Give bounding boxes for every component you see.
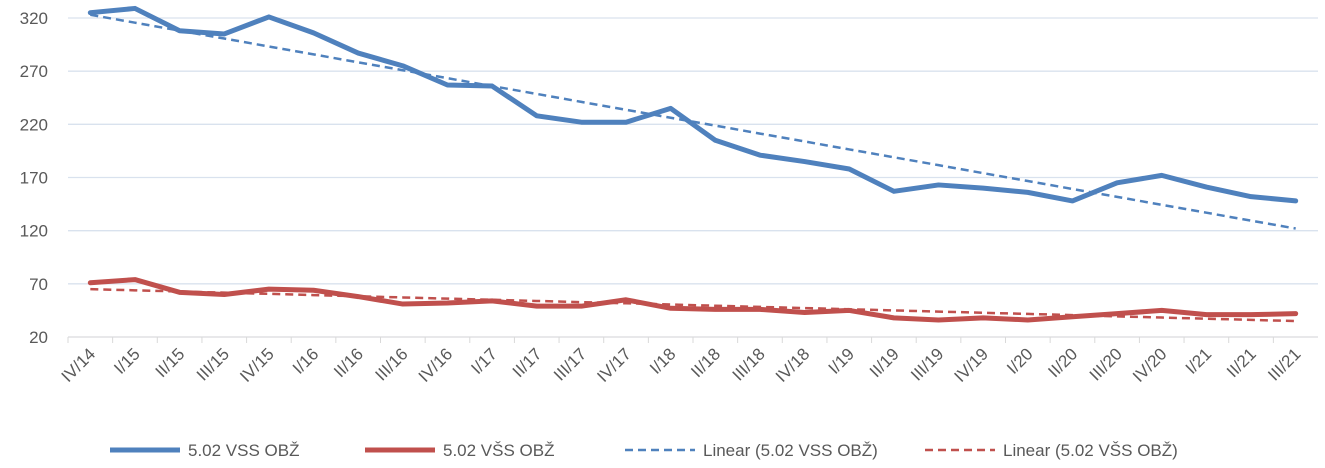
legend-label: Linear (5.02 VSS OBŽ)	[703, 441, 878, 460]
x-tick-label: III/16	[371, 344, 411, 384]
x-tick-label: II/20	[1044, 344, 1081, 381]
y-tick-label: 270	[20, 62, 48, 81]
x-tick-label: IV/15	[236, 344, 278, 386]
trend-line	[90, 13, 1296, 230]
x-tick-label: II/17	[509, 344, 546, 381]
x-tick-label: I/21	[1182, 344, 1215, 377]
x-tick-label: II/21	[1223, 344, 1260, 381]
x-tick-label: I/20	[1003, 344, 1036, 377]
series-line	[87, 277, 1299, 323]
x-tick-label: IV/16	[415, 344, 457, 386]
x-tick-label: IV/19	[950, 344, 992, 386]
x-tick-label: IV/20	[1129, 344, 1171, 386]
x-tick-label: IV/14	[58, 344, 100, 386]
y-tick-label: 120	[20, 222, 48, 241]
x-tick-label: I/15	[110, 344, 143, 377]
y-tick-label: 220	[20, 115, 48, 134]
x-tick-label: II/16	[330, 344, 367, 381]
trend-line	[90, 287, 1296, 323]
x-tick-label: I/17	[467, 344, 500, 377]
x-tick-label: I/18	[646, 344, 679, 377]
x-tick-label: II/15	[152, 344, 189, 381]
legend-label: 5.02 VŠS OBŽ	[443, 441, 555, 460]
x-tick-label: II/18	[687, 344, 724, 381]
x-tick-label: III/18	[729, 344, 769, 384]
x-tick-label: II/19	[866, 344, 903, 381]
y-tick-label: 320	[20, 9, 48, 28]
y-tick-label: 170	[20, 169, 48, 188]
x-tick-label: III/20	[1086, 344, 1126, 384]
legend-label: Linear (5.02 VŠS OBŽ)	[1003, 441, 1178, 460]
x-tick-label: III/15	[193, 344, 233, 384]
x-tick-label: III/19	[907, 344, 947, 384]
series-line	[87, 5, 1299, 204]
x-tick-label: IV/17	[593, 344, 635, 386]
x-tick-label: III/17	[550, 344, 590, 384]
x-tick-label: I/19	[825, 344, 858, 377]
y-tick-label: 20	[29, 328, 48, 347]
legend-label: 5.02 VSS OBŽ	[188, 441, 300, 460]
x-tick-label: IV/18	[772, 344, 814, 386]
x-tick-label: I/16	[289, 344, 322, 377]
y-tick-label: 70	[29, 275, 48, 294]
x-tick-label: III/21	[1264, 344, 1304, 384]
